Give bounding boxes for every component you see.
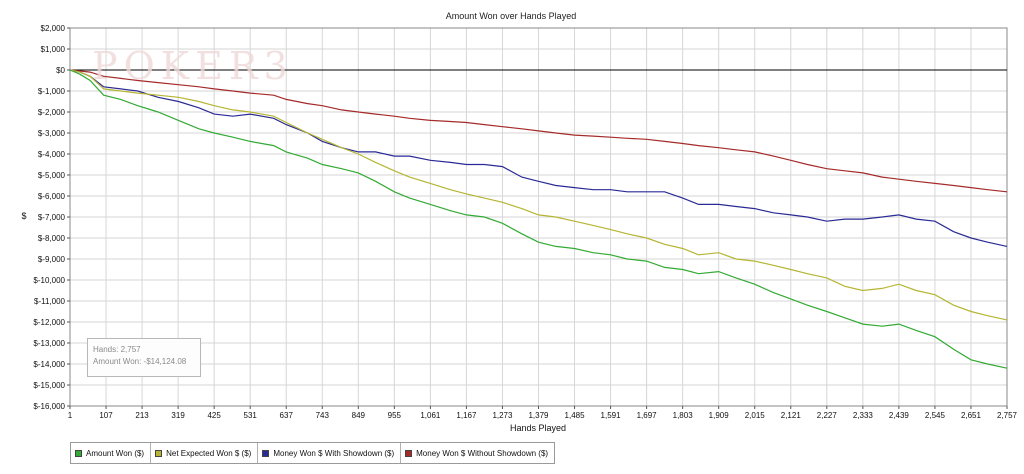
legend-label: Money Won $ With Showdown ($)	[273, 448, 395, 458]
legend-swatch	[262, 449, 270, 457]
series-lines	[69, 69, 1008, 369]
chart-title: Amount Won over Hands Played	[446, 11, 576, 21]
x-tick-label: 1,485	[565, 411, 586, 420]
y-tick-label: $-10,000	[33, 276, 65, 285]
x-axis-label: Hands Played	[510, 423, 566, 433]
legend-item-without-showdown[interactable]: Money Won $ Without Showdown ($)	[401, 443, 554, 463]
y-tick-label: $-5,000	[38, 171, 66, 180]
y-tick-label: $2,000	[41, 24, 66, 33]
legend: Amount Won ($) Net Expected Won $ ($) Mo…	[70, 442, 556, 464]
y-tick-label: $-6,000	[38, 192, 66, 201]
legend-label: Net Expected Won $ ($)	[166, 448, 252, 458]
x-tick-label: 2,439	[889, 411, 910, 420]
x-tick-label: 107	[99, 411, 113, 420]
y-tick-label: $-3,000	[38, 129, 66, 138]
x-tick-label: 213	[135, 411, 149, 420]
x-tick-label: 2,333	[853, 411, 874, 420]
x-tick-label: 1,061	[420, 411, 441, 420]
x-tick-label: 743	[316, 411, 330, 420]
legend-swatch	[155, 449, 163, 457]
y-tick-label: $-2,000	[38, 108, 66, 117]
hands-count: Hands: 2,757	[93, 345, 141, 354]
x-tick-label: 2,757	[997, 411, 1018, 420]
x-tick-label: 2,651	[961, 411, 982, 420]
series-line-0	[69, 69, 1008, 369]
y-tick-label: $-14,000	[33, 360, 65, 369]
stats-box: Hands: 2,757 Amount Won: -$14,124.08	[87, 338, 201, 377]
legend-item-amount-won[interactable]: Amount Won ($)	[71, 443, 152, 463]
legend-item-with-showdown[interactable]: Money Won $ With Showdown ($)	[258, 443, 402, 463]
y-tick-label: $-1,000	[38, 87, 66, 96]
y-tick-label: $-13,000	[33, 339, 65, 348]
legend-label: Money Won $ Without Showdown ($)	[416, 448, 549, 458]
x-tick-label: 1,273	[492, 411, 513, 420]
x-tick-label: 2,227	[817, 411, 838, 420]
x-tick-label: 531	[244, 411, 258, 420]
legend-swatch	[75, 449, 82, 457]
amount-won-total: Amount Won: -$14,124.08	[93, 357, 187, 366]
x-tick-label: 319	[171, 411, 185, 420]
y-tick-label: $1,000	[41, 45, 66, 54]
x-tick-label: 2,121	[781, 411, 802, 420]
x-axis-ticks: 1 107 213 319 425 531 637 743 849 955 1,061 1,167 1,…	[68, 406, 1018, 420]
legend-swatch	[405, 449, 413, 457]
x-tick-label: 1	[68, 411, 73, 420]
x-tick-label: 1,697	[637, 411, 658, 420]
legend-label: Amount Won ($)	[86, 448, 145, 458]
legend-item-net-expected[interactable]: Net Expected Won $ ($)	[151, 443, 259, 463]
y-tick-label: $-7,000	[38, 213, 66, 222]
y-axis-label: $	[21, 211, 26, 221]
series-line-3	[69, 69, 1008, 193]
x-tick-label: 425	[207, 411, 221, 420]
y-tick-label: $-16,000	[33, 402, 65, 411]
watermark-logo: POKER3	[92, 44, 294, 88]
y-tick-label: $-9,000	[38, 255, 66, 264]
x-tick-label: 1,803	[673, 411, 694, 420]
x-tick-label: 955	[388, 411, 402, 420]
x-tick-label: 1,167	[456, 411, 477, 420]
x-tick-label: 2,015	[745, 411, 766, 420]
y-tick-label: $-4,000	[38, 150, 66, 159]
x-tick-label: 1,909	[709, 411, 730, 420]
y-tick-label: $-15,000	[33, 381, 65, 390]
y-tick-label: $-11,000	[34, 297, 66, 306]
x-tick-label: 1,591	[601, 411, 622, 420]
x-tick-label: 637	[280, 411, 294, 420]
x-tick-label: 849	[352, 411, 366, 420]
y-tick-label: $-12,000	[33, 318, 65, 327]
x-tick-label: 2,545	[925, 411, 946, 420]
series-line-2	[69, 69, 1008, 247]
x-tick-label: 1,379	[528, 411, 549, 420]
y-tick-label: $0	[56, 66, 65, 75]
gridlines	[69, 27, 1008, 407]
y-tick-label: $-8,000	[38, 234, 66, 243]
series-line-1	[69, 69, 1008, 321]
y-axis-ticks: $2,000 $1,000 $0 $-1,000 $-2,000 $-3,000 $-4,0…	[33, 24, 70, 411]
